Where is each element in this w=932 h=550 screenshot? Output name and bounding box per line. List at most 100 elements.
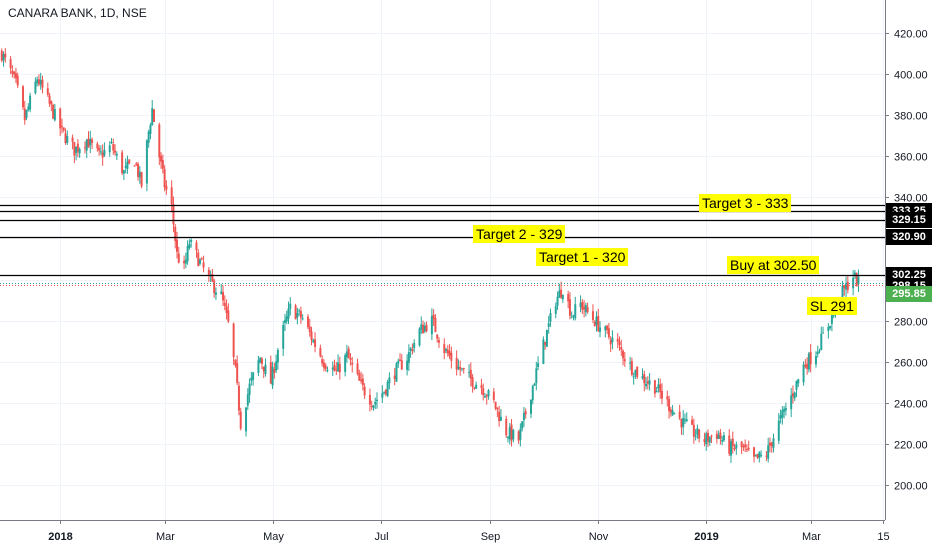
candle-body bbox=[137, 163, 140, 177]
candle-body bbox=[721, 439, 724, 442]
candle-body bbox=[41, 79, 44, 88]
candle-body bbox=[384, 389, 387, 395]
candle-body bbox=[630, 360, 633, 375]
candle-body bbox=[324, 365, 327, 369]
candle-body bbox=[505, 418, 508, 436]
candle-body bbox=[370, 405, 373, 407]
candle-body bbox=[618, 341, 621, 345]
candle-body bbox=[149, 124, 152, 135]
candle-body bbox=[581, 302, 584, 310]
candle-body bbox=[498, 411, 501, 422]
candle-body bbox=[186, 246, 189, 262]
candle-body bbox=[814, 355, 817, 365]
price-tick-label: 380.00 bbox=[894, 111, 928, 123]
candle-body bbox=[673, 412, 676, 414]
candle-body bbox=[685, 419, 688, 422]
candle-body bbox=[368, 395, 371, 405]
candle-body bbox=[85, 139, 88, 151]
candle-body bbox=[818, 350, 821, 352]
candle-body bbox=[570, 316, 573, 318]
price-tick-label: 240.00 bbox=[894, 399, 928, 411]
candle-body bbox=[66, 135, 69, 143]
time-tick-label: 2019 bbox=[694, 531, 718, 543]
candle-body bbox=[715, 433, 718, 439]
candle-body bbox=[39, 79, 42, 85]
candle-body bbox=[487, 390, 490, 397]
candle-body bbox=[591, 311, 594, 321]
annotation-label: Target 2 - 329 bbox=[473, 225, 566, 243]
candle-body bbox=[52, 104, 55, 119]
candle-body bbox=[434, 318, 437, 333]
candle-body bbox=[535, 368, 538, 384]
candle-body bbox=[211, 273, 214, 282]
candle-body bbox=[754, 454, 757, 456]
candle-body bbox=[846, 281, 849, 290]
candle-body bbox=[37, 79, 40, 85]
candle-body bbox=[285, 316, 288, 322]
candle-body bbox=[200, 258, 203, 260]
candle-body bbox=[609, 339, 612, 345]
candle-body bbox=[722, 435, 725, 441]
candle-body bbox=[34, 81, 37, 94]
candle-body bbox=[508, 427, 511, 440]
candle-body bbox=[657, 384, 660, 389]
candle-body bbox=[299, 311, 302, 318]
candle-body bbox=[606, 325, 609, 330]
candle-body bbox=[275, 361, 278, 371]
candle-body bbox=[468, 372, 471, 374]
candle-body bbox=[172, 204, 175, 225]
candle-body bbox=[611, 337, 614, 343]
candle-body bbox=[629, 362, 632, 364]
candle-body bbox=[733, 447, 736, 450]
candle-body bbox=[694, 435, 697, 437]
candle-body bbox=[399, 359, 402, 362]
candle-body bbox=[338, 363, 341, 373]
candle-body bbox=[806, 363, 809, 369]
candle-body bbox=[262, 366, 265, 372]
candle-body bbox=[246, 394, 249, 406]
candle-body bbox=[475, 384, 478, 389]
candle-body bbox=[437, 340, 440, 343]
candle-body bbox=[829, 325, 832, 329]
candle-body bbox=[294, 305, 297, 320]
candle-body bbox=[420, 324, 423, 330]
candle-body bbox=[531, 385, 534, 401]
price-tick-label: 340.00 bbox=[894, 193, 928, 205]
candle-body bbox=[682, 417, 685, 428]
candle-body bbox=[326, 370, 329, 372]
candle-body bbox=[114, 150, 117, 153]
candle-body bbox=[22, 86, 25, 108]
candle-body bbox=[202, 262, 205, 268]
candle-body bbox=[604, 326, 607, 331]
candle-body bbox=[827, 327, 830, 332]
price-tick-label: 260.00 bbox=[894, 358, 928, 370]
candle-body bbox=[124, 165, 127, 168]
annotation-label: Buy at 302.50 bbox=[727, 256, 820, 274]
time-tick-label: May bbox=[263, 531, 284, 543]
candle-body bbox=[645, 383, 648, 387]
candle-body bbox=[494, 401, 497, 409]
candle-body bbox=[666, 396, 669, 400]
candle-body bbox=[653, 380, 656, 394]
candle-body bbox=[583, 306, 586, 310]
candle-body bbox=[460, 368, 463, 370]
price-tick-label: 200.00 bbox=[894, 481, 928, 493]
price-tick-label: 280.00 bbox=[894, 317, 928, 329]
time-tick-label: 2018 bbox=[48, 531, 72, 543]
candle-body bbox=[361, 378, 364, 386]
candle-body bbox=[248, 383, 251, 395]
candle-body bbox=[459, 366, 462, 370]
price-tag: 320.90 bbox=[886, 229, 932, 245]
candle-body bbox=[322, 362, 325, 368]
candle-body bbox=[730, 441, 733, 456]
candle-body bbox=[112, 144, 115, 151]
candle-body bbox=[388, 377, 391, 384]
candle-body bbox=[89, 138, 92, 146]
candle-body bbox=[306, 316, 309, 327]
candle-body bbox=[560, 289, 563, 298]
candle-body bbox=[16, 75, 19, 86]
candle-body bbox=[696, 428, 699, 435]
candle-body bbox=[857, 276, 860, 285]
candle-body bbox=[623, 359, 626, 362]
candle-body bbox=[121, 152, 124, 174]
